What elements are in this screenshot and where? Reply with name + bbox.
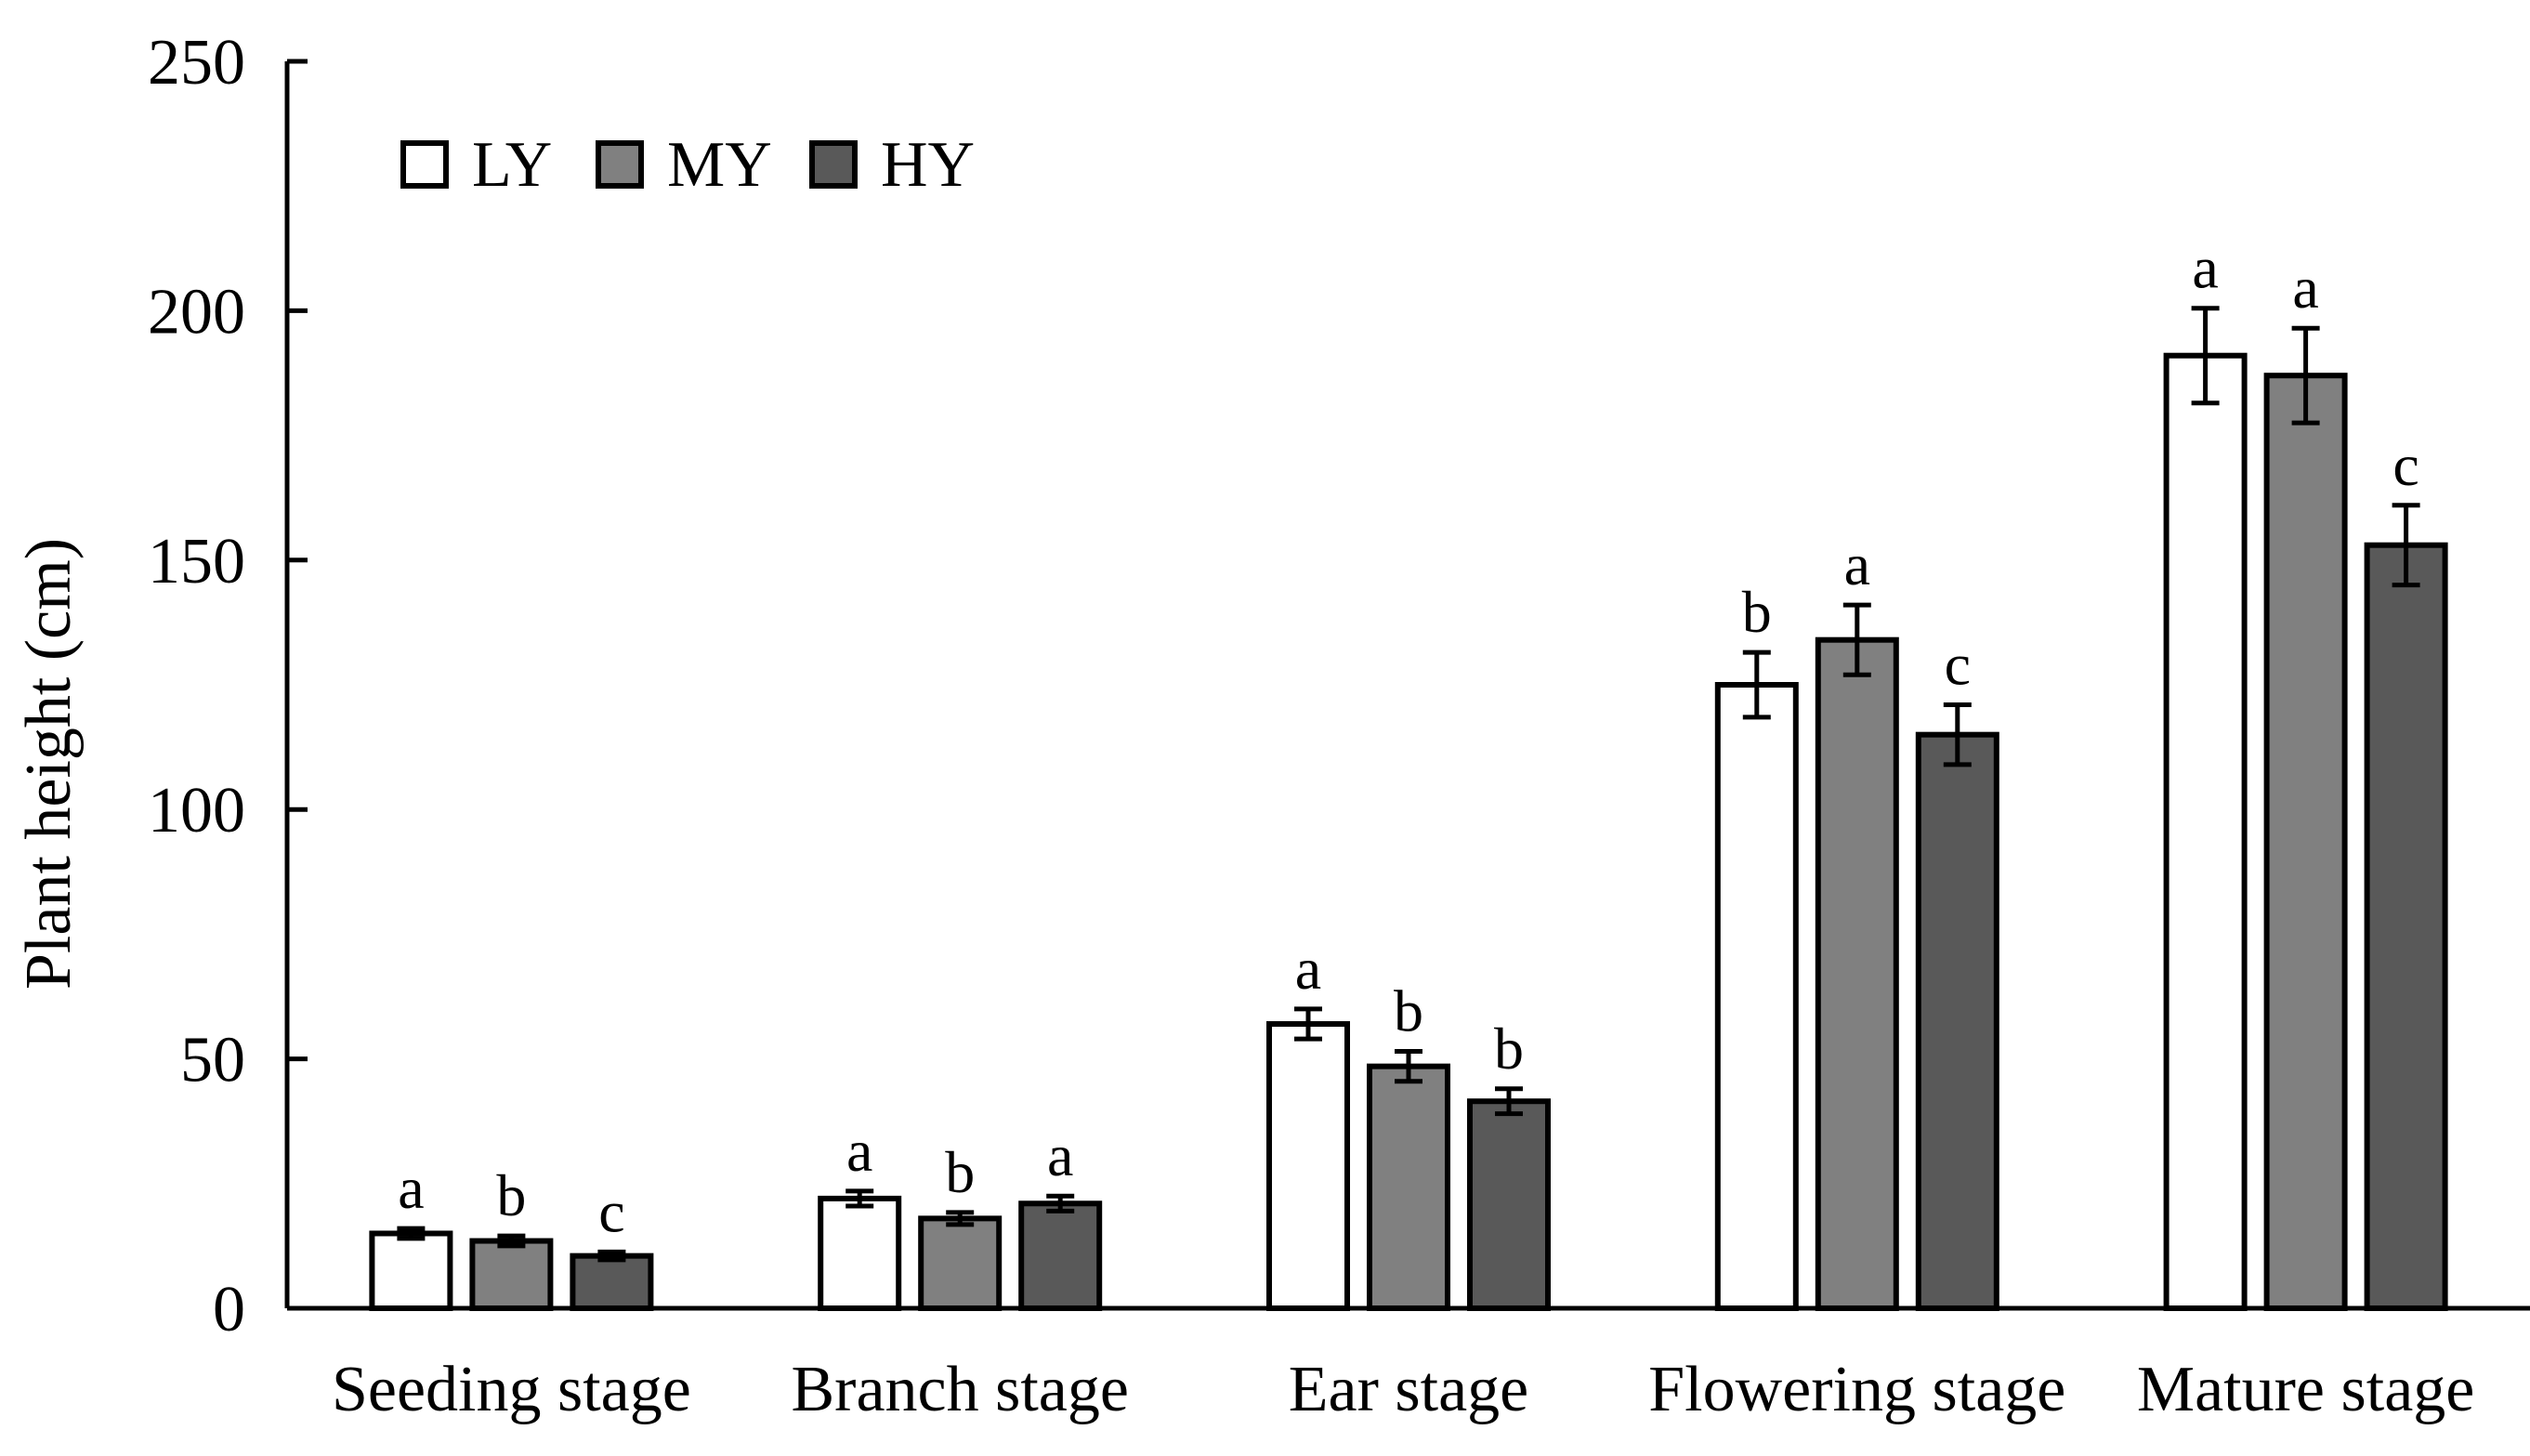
significance-letter: a xyxy=(846,1118,872,1184)
y-tick-label: 150 xyxy=(148,526,245,597)
bar xyxy=(570,1253,654,1311)
bar xyxy=(818,1195,902,1312)
x-tick-label: Branch stage xyxy=(791,1354,1128,1425)
bar xyxy=(1815,636,1899,1311)
significance-letter: c xyxy=(598,1178,624,1244)
bar xyxy=(1467,1098,1551,1312)
significance-letter: a xyxy=(1047,1122,1073,1188)
y-axis-label: Plant height (cm) xyxy=(13,538,85,990)
significance-letter: b xyxy=(496,1162,526,1228)
significance-letter: c xyxy=(2392,432,2419,498)
significance-letter: a xyxy=(2292,255,2318,321)
legend-swatch xyxy=(809,140,858,189)
legend-label: LY xyxy=(472,129,552,201)
legend-swatch xyxy=(596,140,644,189)
bar xyxy=(1018,1200,1103,1311)
significance-letter: c xyxy=(1945,631,1971,697)
x-tick-label: Flowering stage xyxy=(1648,1354,2065,1425)
bar xyxy=(1367,1063,1450,1311)
y-tick-label: 100 xyxy=(148,775,245,846)
legend-label: MY xyxy=(667,129,772,201)
significance-letter: a xyxy=(398,1155,424,1221)
x-axis: Seeding stage Branch stage Ear stage Flower… xyxy=(287,1305,2530,1425)
y-tick-label: 200 xyxy=(148,276,245,348)
bars: a b c a b a a b b b a c a a c xyxy=(369,235,2448,1312)
y-tick-label: 250 xyxy=(148,27,245,98)
bar xyxy=(1266,1021,1350,1312)
significance-letter: b xyxy=(1742,579,1772,645)
legend-label: HY xyxy=(881,129,975,201)
x-tick-label: Mature stage xyxy=(2137,1354,2474,1425)
x-tick-label: Ear stage xyxy=(1289,1354,1528,1425)
significance-letter: a xyxy=(2192,235,2218,301)
bar xyxy=(2163,352,2248,1311)
legend-swatch xyxy=(400,140,449,189)
bar xyxy=(918,1215,1003,1311)
significance-letter: b xyxy=(1394,978,1423,1044)
y-axis: 0 50 100 150 200 250 xyxy=(148,27,308,1345)
bar xyxy=(469,1238,554,1311)
y-tick-label: 50 xyxy=(180,1025,245,1096)
x-tick-label: Seeding stage xyxy=(332,1354,691,1425)
significance-letter: b xyxy=(945,1139,975,1205)
y-tick-label: 0 xyxy=(213,1274,245,1345)
legend: LY MY HY xyxy=(400,129,975,201)
bar xyxy=(1714,682,1799,1311)
significance-letter: a xyxy=(1295,936,1321,1002)
bar xyxy=(1915,731,1999,1311)
significance-letter: a xyxy=(1844,531,1870,597)
bar xyxy=(2263,373,2348,1311)
bar xyxy=(2364,542,2448,1311)
bar xyxy=(369,1230,453,1311)
significance-letter: b xyxy=(1494,1016,1524,1082)
